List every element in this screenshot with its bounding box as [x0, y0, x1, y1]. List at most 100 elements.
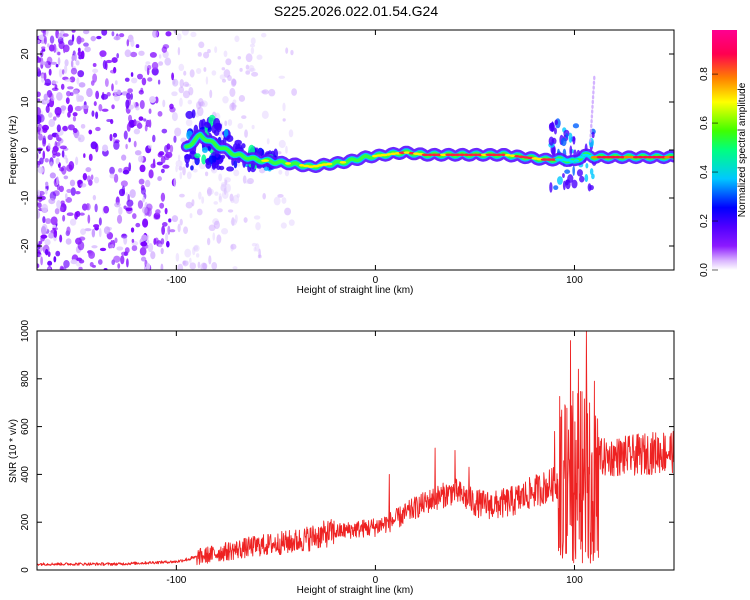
noise-blob	[142, 218, 149, 228]
noise-blob	[146, 262, 151, 270]
burst-blob	[216, 165, 221, 170]
noise-blob	[92, 73, 98, 83]
disturbance-blob	[557, 176, 563, 185]
noise-blob	[44, 78, 52, 86]
noise-blob	[78, 266, 83, 270]
noise-blob	[148, 119, 152, 128]
snr-xtick-label: -100	[166, 575, 186, 586]
noise-blob	[37, 39, 41, 44]
noise-blob	[177, 263, 184, 270]
noise-blob	[41, 203, 49, 213]
noise-blob	[48, 232, 55, 239]
noise-blob	[42, 150, 46, 160]
noise-blob	[71, 34, 75, 42]
noise-blob	[148, 144, 153, 149]
noise-blob	[188, 86, 194, 96]
noise-blob	[65, 238, 72, 245]
noise-blob	[184, 260, 189, 266]
noise-blob	[171, 72, 175, 81]
noise-blob	[80, 123, 86, 129]
noise-blob	[246, 177, 254, 185]
streak-blob	[592, 85, 595, 90]
ridge-peak	[573, 159, 580, 162]
noise-blob	[169, 144, 174, 153]
noise-blob	[208, 255, 212, 265]
noise-blob	[284, 207, 292, 216]
noise-blob	[202, 262, 208, 270]
noise-blob	[124, 49, 132, 58]
noise-blob	[244, 129, 248, 138]
noise-blob	[56, 200, 62, 209]
noise-blob	[47, 260, 53, 266]
noise-blob	[91, 110, 95, 117]
noise-blob	[249, 43, 256, 48]
noise-blob	[165, 151, 173, 159]
noise-blob	[86, 87, 93, 98]
disturbance-blob	[572, 135, 576, 145]
spectrogram-xtick-label: 0	[373, 275, 379, 286]
noise-blob	[160, 168, 165, 174]
noise-blob	[120, 255, 125, 265]
noise-blob	[87, 214, 91, 224]
noise-blob	[76, 77, 80, 85]
noise-blob	[230, 218, 237, 226]
noise-blob	[64, 59, 69, 67]
noise-blob	[253, 247, 257, 252]
noise-blob	[125, 207, 133, 212]
noise-blob	[227, 209, 234, 213]
noise-blob	[113, 140, 120, 150]
disturbance-blob	[572, 165, 575, 176]
noise-blob	[151, 61, 159, 70]
noise-blob	[119, 33, 125, 38]
noise-blob	[140, 241, 148, 247]
noise-blob	[158, 243, 163, 248]
noise-blob	[37, 129, 41, 135]
noise-blob	[128, 114, 133, 122]
spectrogram-xtick-label: 100	[566, 275, 583, 286]
noise-blob	[91, 245, 98, 249]
noise-blob	[48, 44, 55, 52]
noise-blob	[179, 97, 183, 107]
streak-blob	[591, 95, 595, 100]
noise-blob	[278, 169, 283, 175]
noise-blob	[76, 257, 83, 262]
noise-blob	[70, 67, 78, 75]
noise-blob	[80, 228, 87, 236]
noise-blob	[111, 83, 114, 92]
burst-blob	[233, 159, 238, 169]
noise-blob	[53, 256, 57, 263]
noise-blob	[201, 196, 205, 204]
ridge-peak	[385, 153, 392, 156]
ridge-peak	[569, 160, 575, 163]
noise-blob	[37, 91, 41, 98]
noise-blob	[138, 155, 144, 163]
noise-blob	[138, 178, 145, 185]
noise-blob	[231, 78, 237, 86]
noise-blob	[50, 216, 58, 226]
noise-blob	[211, 70, 217, 76]
noise-blob	[253, 215, 261, 220]
noise-blob	[135, 222, 141, 228]
noise-blob	[47, 134, 53, 141]
noise-blob	[61, 69, 65, 75]
spectrogram-xtick-label: -100	[166, 275, 186, 286]
ridge-peaks	[261, 151, 674, 168]
noise-blob	[141, 206, 148, 214]
noise-blob	[109, 173, 115, 179]
noise-blob	[130, 77, 138, 84]
noise-blob	[118, 206, 123, 216]
noise-blob	[237, 122, 244, 130]
noise-blob	[206, 237, 211, 246]
noise-blob	[181, 30, 189, 36]
streak-blob	[591, 99, 594, 105]
noise-blob	[206, 188, 214, 195]
noise-blob	[179, 78, 184, 88]
noise-blob	[116, 246, 124, 251]
noise-blob	[160, 155, 166, 164]
noise-blob	[197, 261, 201, 269]
noise-blob	[126, 39, 130, 47]
noise-blob	[55, 152, 61, 157]
noise-blob	[205, 76, 209, 85]
noise-blob	[203, 51, 210, 59]
noise-blob	[212, 232, 216, 241]
